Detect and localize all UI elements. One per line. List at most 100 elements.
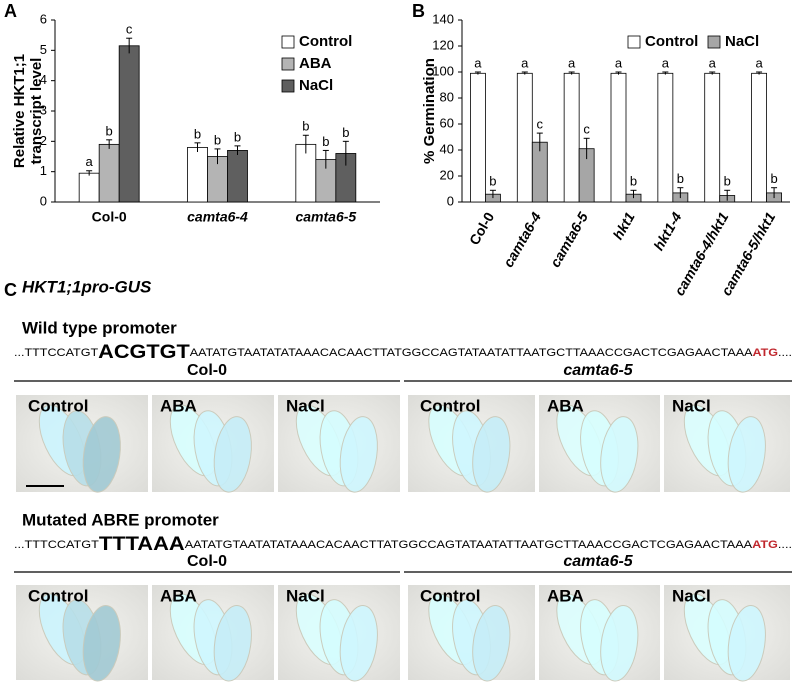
significance-letter: c <box>126 22 133 37</box>
genotype-header: Col-0 <box>187 362 227 379</box>
bar <box>118 45 140 203</box>
significance-letter: b <box>234 129 241 144</box>
treatment-label: NaCl <box>286 586 325 605</box>
y-tick-label: 40 <box>440 141 454 156</box>
significance-letter: b <box>489 174 496 189</box>
seed <box>339 416 378 493</box>
significance-letter: a <box>86 154 94 169</box>
significance-letter: b <box>342 125 349 140</box>
y-tick-label: 80 <box>440 89 454 104</box>
bar <box>227 150 248 203</box>
treatment-label: Control <box>420 396 480 415</box>
seed <box>600 416 639 493</box>
row-title: Wild type promoter <box>22 318 177 337</box>
treatment-label: ABA <box>547 396 584 415</box>
significance-letter: a <box>755 55 763 70</box>
sequence: ...TTTCCATGT ACGTGT AATATGTAATATATAAACACAA… <box>14 342 792 363</box>
sequence-part: AATATGTAATATATAAACACAACTTATGGCCAGTATAATA… <box>185 539 753 551</box>
y-tick-label: 140 <box>432 11 454 26</box>
genotype-header: camta6-5 <box>563 553 633 570</box>
seed <box>600 605 639 682</box>
bar <box>78 172 100 203</box>
significance-letter: b <box>770 171 777 186</box>
significance-letter: a <box>615 55 623 70</box>
x-tick-label: camta6-5 <box>547 209 591 270</box>
legend-swatch <box>281 35 295 49</box>
legend-swatch <box>627 35 641 49</box>
y-tick-label: 2 <box>40 133 47 148</box>
panel-label: A <box>4 1 17 21</box>
legend-swatch <box>281 79 295 93</box>
treatment-label: Control <box>28 396 88 415</box>
y-tick-label: 100 <box>432 63 454 78</box>
significance-letter: b <box>677 171 684 186</box>
sequence-part: ACGTGT <box>98 342 190 363</box>
x-tick-label: camta6-5 <box>295 209 356 225</box>
y-tick-label: 4 <box>40 72 47 87</box>
bar <box>98 143 120 203</box>
significance-letter: b <box>630 174 637 189</box>
sequence-part: AATATGTAATATATAAACACAACTTATGGCCAGTATAATA… <box>190 347 753 359</box>
significance-letter: a <box>709 55 717 70</box>
bar <box>610 72 627 203</box>
sequence-part: TTTAAA <box>99 534 185 555</box>
panel-label: B <box>412 1 425 21</box>
bar <box>187 146 208 203</box>
treatment-label: NaCl <box>286 396 325 415</box>
x-tick-label: camta6-4 <box>500 209 544 270</box>
bar <box>563 72 580 203</box>
legend-label: Control <box>645 33 698 50</box>
bar <box>751 72 767 203</box>
treatment-label: Control <box>420 586 480 605</box>
bar <box>657 72 674 203</box>
treatment-label: NaCl <box>672 396 711 415</box>
genotype-header: camta6-5 <box>563 362 633 379</box>
seed <box>472 605 511 682</box>
treatment-label: NaCl <box>672 586 711 605</box>
bar <box>704 72 721 203</box>
significance-letter: b <box>194 126 201 141</box>
significance-letter: b <box>322 134 329 149</box>
x-tick-label: hkt1-4 <box>650 209 685 253</box>
legend-label: Control <box>299 33 352 50</box>
legend-swatch <box>707 35 721 49</box>
seed <box>339 605 378 682</box>
significance-letter: a <box>662 55 670 70</box>
x-tick-label: camta6-4 <box>187 209 248 225</box>
significance-letter: b <box>214 132 221 147</box>
sequence-part: ATG <box>752 539 778 551</box>
significance-letter: a <box>568 55 576 70</box>
y-tick-label: 6 <box>40 11 47 26</box>
y-tick-label: 1 <box>40 163 47 178</box>
construct: HKT1;1pro-GUS <box>22 277 152 296</box>
seed <box>213 605 252 682</box>
legend-label: ABA <box>299 55 332 72</box>
y-tick-label: 0 <box>447 193 454 208</box>
legend-label: NaCl <box>725 33 759 50</box>
treatment-label: ABA <box>160 586 197 605</box>
sequence-part: ...TTTCCATGT <box>14 347 98 359</box>
treatment-label: ABA <box>160 396 197 415</box>
y-axis-label: transcript level <box>28 58 45 165</box>
sequence-part: .... <box>778 539 792 551</box>
significance-letter: b <box>106 123 113 138</box>
significance-letter: c <box>537 117 544 132</box>
significance-letter: c <box>583 122 590 137</box>
significance-letter: b <box>724 174 731 189</box>
sequence-part: ...TTTCCATGT <box>14 539 99 551</box>
significance-letter: b <box>302 119 309 134</box>
y-axis-label: Relative HKT1;1 <box>11 54 28 168</box>
seed <box>213 416 252 493</box>
x-tick-label: Col-0 <box>466 209 497 247</box>
y-tick-label: 3 <box>40 102 47 117</box>
seed <box>82 416 121 493</box>
x-tick-label: hkt1 <box>610 209 638 242</box>
treatment-label: Control <box>28 586 88 605</box>
seed <box>82 605 121 682</box>
genotype-header: Col-0 <box>187 553 227 570</box>
bar <box>470 72 486 203</box>
seed <box>727 605 766 682</box>
panel-label: C <box>4 280 17 300</box>
legend-swatch <box>281 57 295 71</box>
